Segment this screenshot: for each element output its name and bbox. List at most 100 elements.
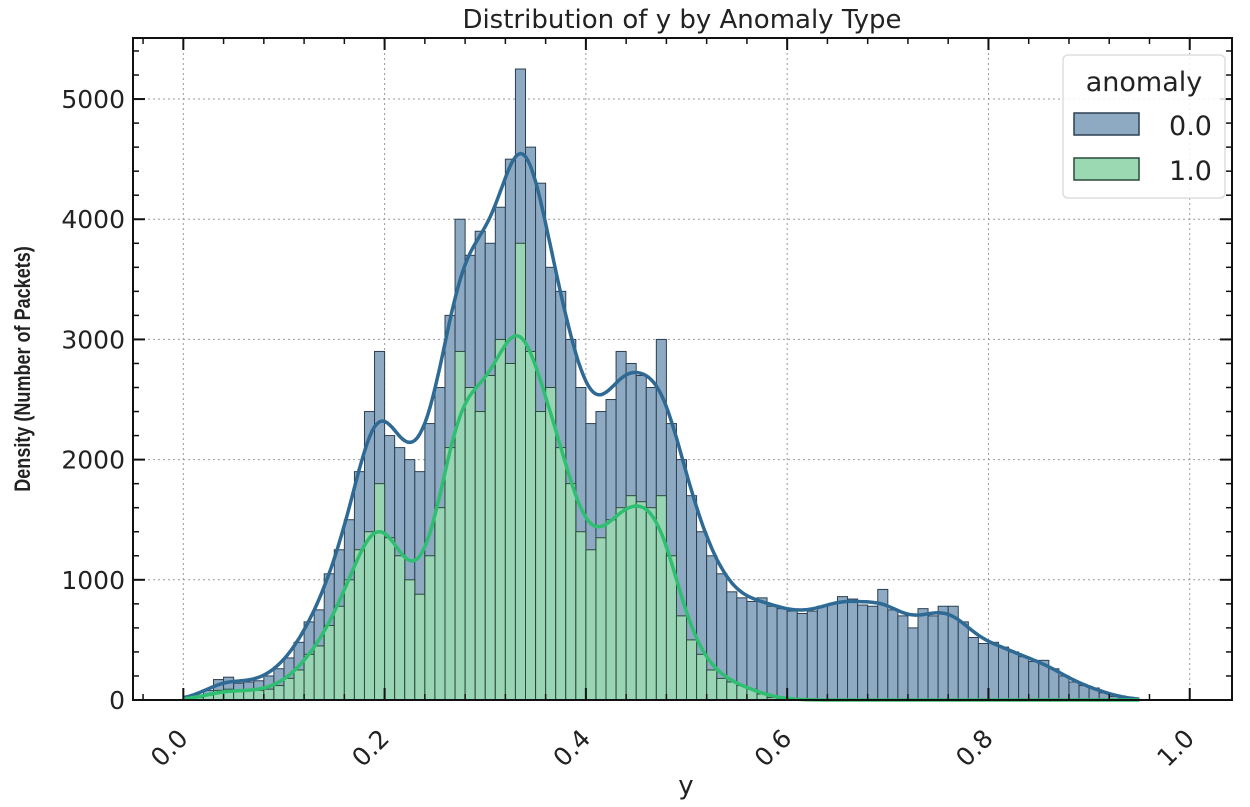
series-1-bar <box>525 350 537 701</box>
series-1-bar <box>293 669 305 701</box>
series-1-bar <box>253 689 265 701</box>
series-1-bar <box>726 681 738 701</box>
series-1-bar <box>414 593 426 701</box>
series-1-bar <box>535 411 547 701</box>
series-1-bar <box>514 242 527 701</box>
series-1-bar <box>504 362 516 701</box>
y-tick-label: 1000 <box>61 566 125 595</box>
series-1-bar <box>675 615 688 701</box>
series-1-bar <box>303 653 315 701</box>
series-1-bar <box>686 639 698 701</box>
series-1-bar <box>696 653 708 701</box>
y-tick-label: 3000 <box>61 325 125 354</box>
series-1-bar <box>263 688 275 701</box>
x-tick-label: 0.4 <box>548 724 597 773</box>
series-1-bar <box>394 555 406 701</box>
series-0-bar <box>1058 675 1070 701</box>
series-0-bar <box>806 610 818 701</box>
series-1-bar <box>323 624 335 701</box>
series-1-bar <box>404 579 416 701</box>
series-1-bar <box>333 605 345 701</box>
series-0-bar <box>1048 668 1060 701</box>
legend-label-0: 0.0 <box>1169 111 1212 142</box>
series-0-bar <box>907 627 919 701</box>
series-1-bar <box>585 549 597 701</box>
y-tick-label: 0 <box>109 686 125 715</box>
series-0-bar <box>786 610 798 701</box>
series-1-bar <box>494 338 506 701</box>
x-tick-label: 0.6 <box>749 724 798 773</box>
series-1-bar <box>555 447 567 701</box>
series-1-bar <box>595 537 607 701</box>
series-1-bar <box>474 411 486 701</box>
series-0-bar <box>836 596 849 701</box>
y-tick-label: 2000 <box>61 446 125 475</box>
series-1-bar <box>233 691 245 701</box>
series-1-bar <box>484 374 496 701</box>
series-0-bar <box>766 605 778 701</box>
series-1-bar <box>243 690 255 701</box>
legend-title: anomaly <box>1086 67 1203 98</box>
legend-swatch-1 <box>1073 157 1140 181</box>
series-0-bar <box>867 605 879 701</box>
series-1-bar <box>635 501 647 701</box>
series-1-bar <box>283 677 295 701</box>
series-0-bar <box>776 608 788 701</box>
series-0-bar <box>987 641 1000 701</box>
series-0-bar <box>998 646 1010 701</box>
series-0-bar <box>826 603 838 701</box>
series-1-bar <box>353 549 365 701</box>
series-1-bar <box>444 447 456 701</box>
series-1-bar <box>716 677 728 701</box>
series-0-bar <box>897 615 909 701</box>
x-axis-label: y <box>678 771 693 801</box>
series-1-bar <box>374 483 386 701</box>
series-1-bar <box>424 555 436 701</box>
series-0-bar <box>847 598 859 701</box>
series-1-bar <box>343 579 355 701</box>
y-tick-label: 5000 <box>61 85 125 114</box>
legend-swatch-0 <box>1073 112 1140 136</box>
series-0-bar <box>746 600 758 701</box>
series-0-bar <box>816 605 828 701</box>
series-1-bar <box>313 645 325 701</box>
series-0-kde-line <box>182 151 1140 701</box>
chart-title: Distribution of y by Anomaly Type <box>462 5 901 35</box>
series-1-bar <box>545 387 557 701</box>
x-tick-label: 0.8 <box>950 724 999 773</box>
series-0-bar <box>1028 661 1040 701</box>
series-0-bar <box>957 621 969 701</box>
series-1-bar <box>605 519 617 701</box>
series-0-bar <box>1008 651 1020 701</box>
series-0-bar <box>756 597 768 701</box>
legend-label-1: 1.0 <box>1169 156 1212 187</box>
series-1-bar <box>434 507 446 701</box>
series-0-bar <box>977 643 989 701</box>
legend: anomaly 0.0 1.0 <box>1062 54 1226 199</box>
series-1-bar <box>273 685 285 701</box>
x-tick-label: 0.2 <box>346 724 395 773</box>
y-tick-label: 4000 <box>61 205 125 234</box>
series-0-bar <box>857 604 869 701</box>
series-0-bar <box>937 605 949 701</box>
series-1-bar <box>363 531 376 701</box>
series-0-bar <box>927 615 939 701</box>
plot-frame <box>132 37 1233 701</box>
series-0-bar <box>1018 656 1030 701</box>
series-1-bar <box>615 507 627 701</box>
series-1-bar <box>645 507 657 701</box>
series-0-bar <box>967 637 979 701</box>
series-1-bar <box>625 495 637 701</box>
series-1-bar <box>384 537 396 701</box>
series-1-bar <box>565 483 577 701</box>
series-1-bar <box>464 387 476 701</box>
series-1-bar <box>575 531 587 701</box>
series-1-bar <box>706 669 718 701</box>
x-tick-label: 0.0 <box>145 724 194 773</box>
series-0-bar <box>796 612 808 701</box>
x-tick-label: 1.0 <box>1151 724 1200 773</box>
series-0-bar <box>887 609 899 701</box>
series-0-bar <box>1068 681 1080 701</box>
y-axis-label: Density (Number of Packets) <box>11 246 35 492</box>
